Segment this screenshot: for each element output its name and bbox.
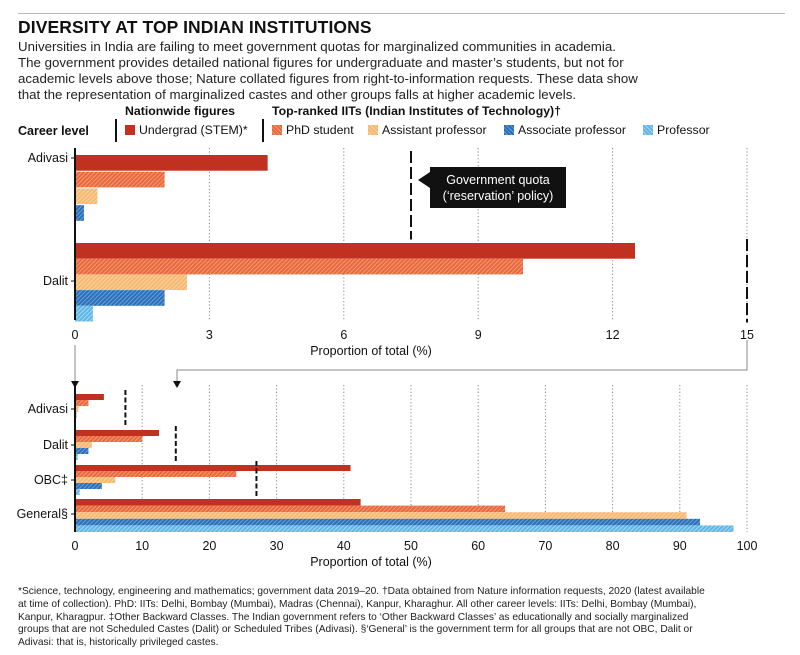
legend-label: PhD student	[286, 123, 354, 137]
bar-dalit-5	[75, 305, 93, 322]
category-label: Dalit	[43, 274, 69, 288]
bar-adivasi-1	[75, 394, 104, 400]
legend-iit-heading: Top-ranked IITs (Indian Institutes of Te…	[272, 104, 561, 118]
connector-arrow	[71, 381, 79, 388]
bar-adivasi-2	[75, 400, 89, 406]
x-tick-label: 60	[471, 539, 485, 553]
bar-dalit-1	[75, 430, 159, 436]
x-tick-label: 50	[404, 539, 418, 553]
x-tick-label: 9	[475, 328, 482, 342]
bar-dalit-4	[75, 448, 89, 454]
annotation-text: (‘reservation’ policy)	[443, 189, 554, 203]
bar-obc-5	[75, 489, 80, 495]
quota-annotation: Government quota (‘reservation’ policy)	[418, 167, 566, 208]
x-tick-label: 90	[673, 539, 687, 553]
bar-adivasi-3	[75, 406, 79, 412]
subtitle-line: that the representation of marginalized …	[18, 87, 577, 102]
bar-dalit-3	[75, 274, 187, 291]
chart-panel-1: Adivasi Dalit 0 3 6 9 12 15 Proportion of total …	[28, 148, 754, 358]
x-tick-label: 12	[606, 328, 620, 342]
legend-divider	[262, 119, 264, 142]
legend-swatch	[125, 125, 135, 135]
annotation-text: Government quota	[446, 173, 550, 187]
top-rule	[18, 13, 785, 14]
x-tick-label: 0	[72, 328, 79, 342]
x-tick-label: 6	[340, 328, 347, 342]
category-label: Adivasi	[28, 402, 68, 416]
legend-divider	[115, 119, 117, 142]
legend-nationwide-heading: Nationwide figures	[125, 104, 235, 118]
zoom-connector	[71, 340, 748, 388]
bar-adivasi-3	[75, 188, 98, 205]
footnote-line: *Science, technology, engineering and ma…	[18, 586, 705, 597]
connector-line	[176, 340, 748, 384]
legend-swatch	[643, 125, 653, 135]
legend-item-assistant: Assistant professor	[368, 123, 487, 137]
chart-title: DIVERSITY AT TOP INDIAN INSTITUTIONS	[18, 17, 372, 37]
footnote-line: at time of collection). PhD: IITs: Delhi…	[18, 598, 697, 610]
legend-swatch	[368, 125, 378, 135]
chart-panel-2: Adivasi Dalit OBC‡ General§ 0 10 20 30 40 50 60 70 8…	[17, 385, 758, 569]
subtitle-line: academic levels above those; Nature coll…	[18, 71, 638, 86]
career-level-label: Career level	[18, 124, 89, 138]
legend-item-undergrad: Undergrad (STEM)*	[125, 123, 248, 137]
legend-label: Associate professor	[518, 123, 626, 137]
x-tick-label: 10	[135, 539, 149, 553]
category-label: General§	[17, 507, 68, 521]
bar-general-3	[75, 512, 687, 519]
bar-dalit-1	[75, 243, 635, 259]
x-tick-label: 3	[206, 328, 213, 342]
bar-dalit-4	[75, 290, 165, 306]
annotation-box	[430, 167, 566, 208]
x-tick-label: 30	[270, 539, 284, 553]
legend-item-professor: Professor	[643, 123, 710, 137]
bar-obc-1	[75, 465, 351, 471]
bar-adivasi-1	[75, 155, 268, 171]
annotation-pointer	[418, 172, 430, 188]
footnote-line: Kanpur, Kharagpur. ‡Other Backward Class…	[18, 611, 689, 623]
legend-label: Assistant professor	[382, 123, 487, 137]
x-tick-label: 100	[737, 539, 758, 553]
bar-dalit-3	[75, 442, 92, 448]
bar-obc-2	[75, 471, 237, 477]
bar-dalit-5	[75, 454, 78, 460]
legend-swatch	[272, 125, 282, 135]
x-tick-label: 80	[606, 539, 620, 553]
bar-dalit-2	[75, 436, 143, 442]
footnote-line: Adivasi: that is, historically privilege…	[18, 637, 219, 649]
x-tick-label: 40	[337, 539, 351, 553]
legend-item-phd: PhD student	[272, 123, 354, 137]
bar-general-1	[75, 499, 361, 506]
bar-obc-3	[75, 477, 116, 483]
bar-general-2	[75, 505, 506, 513]
x-tick-label: 0	[72, 539, 79, 553]
legend-item-associate: Associate professor	[504, 123, 626, 137]
category-label: OBC‡	[34, 473, 68, 487]
legend-label: Professor	[657, 123, 710, 137]
subtitle-line: The government provides detailed nationa…	[18, 55, 624, 70]
bar-adivasi-4	[75, 205, 84, 221]
footnote: *Science, technology, engineering and ma…	[18, 586, 783, 650]
x-tick-label: 20	[202, 539, 216, 553]
bar-adivasi-2	[75, 171, 165, 188]
x-axis-label: Proportion of total (%)	[310, 555, 432, 569]
bar-obc-4	[75, 483, 102, 489]
legend-label: Undergrad (STEM)*	[139, 123, 248, 137]
x-axis-label: Proportion of total (%)	[310, 344, 432, 358]
footnote-line: groups that are not Scheduled Castes (Da…	[18, 624, 693, 636]
subtitle-line: Universities in India are failing to mee…	[18, 39, 616, 54]
chart-subtitle: Universities in India are failing to mee…	[18, 39, 778, 103]
bar-general-4	[75, 518, 700, 526]
connector-arrow	[173, 381, 181, 388]
x-tick-label: 15	[740, 328, 754, 342]
category-label: Dalit	[43, 438, 69, 452]
bar-dalit-2	[75, 258, 523, 275]
legend-swatch	[504, 125, 514, 135]
x-tick-label: 70	[538, 539, 552, 553]
bar-general-5	[75, 525, 734, 532]
category-label: Adivasi	[28, 151, 68, 165]
